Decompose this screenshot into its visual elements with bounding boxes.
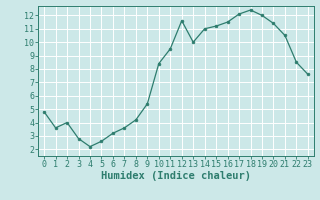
X-axis label: Humidex (Indice chaleur): Humidex (Indice chaleur)	[101, 171, 251, 181]
